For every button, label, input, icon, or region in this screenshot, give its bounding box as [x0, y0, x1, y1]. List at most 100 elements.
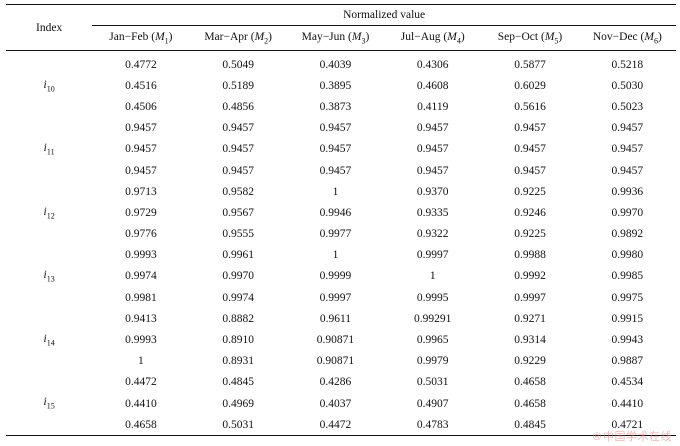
value-cell: 0.9988: [514, 249, 546, 262]
value-cell: 0.5030: [611, 79, 644, 92]
table-row: 0.4410 0.4969 0.4037 0.4907 0.4658 0.4410: [6, 393, 676, 414]
value-cell: 0.9776: [125, 228, 157, 241]
value-cell: 1: [332, 249, 339, 262]
value-cell: 0.9985: [611, 270, 644, 283]
month-column-header: Jul−Aug (M4): [384, 25, 482, 51]
value-cell: 0.9975: [611, 291, 644, 304]
table-row: 0.9729 0.9567 0.9946 0.9335 0.9246 0.9970: [6, 202, 676, 223]
value-cell: 0.9567: [222, 206, 254, 219]
index-label: i13: [43, 269, 55, 284]
value-cell: 0.9457: [125, 164, 157, 177]
value-cell: 0.4037: [319, 397, 352, 410]
value-cell: 0.9992: [514, 270, 546, 283]
watermark: ®中国学术在线: [591, 430, 672, 443]
table-row: 0.9776 0.9555 0.9977 0.9322 0.9225 0.9892: [6, 224, 676, 245]
value-cell: 0.4772: [125, 58, 157, 71]
month-column-header: Nov−Dec (M6): [578, 25, 676, 51]
value-cell: 0.9555: [222, 228, 254, 241]
value-cell: 0.5218: [611, 58, 644, 71]
index-column-header: Index: [6, 4, 93, 51]
value-cell: 0.9457: [611, 164, 644, 177]
value-cell: 0.99291: [414, 312, 452, 325]
value-cell: 0.9271: [514, 312, 546, 325]
value-cell: 0.4516: [125, 79, 157, 92]
value-cell: 1: [429, 270, 436, 283]
value-cell: 0.9970: [611, 206, 644, 219]
value-cell: 0.9314: [514, 334, 546, 347]
table-row: i11 0.9457 0.9457 0.9457 0.9457 0.9457 0.9457: [6, 118, 676, 156]
value-cell: 0.9225: [514, 185, 546, 198]
value-cell: 0.9993: [125, 334, 157, 347]
normalized-value-group-header: Normalized value: [92, 4, 676, 26]
month-column-header: May−Jun (M3): [286, 25, 385, 51]
value-cell: 0.9457: [416, 164, 449, 177]
value-cell: 0.4658: [514, 397, 546, 410]
table-row: 1 0.8931 0.90871 0.9979 0.9229 0.9887: [6, 351, 676, 372]
value-cell: 0.4472: [125, 376, 157, 389]
value-cell: 0.9999: [319, 270, 352, 283]
table-row: 0.4516 0.5189 0.3895 0.4608 0.6029 0.5030: [6, 75, 676, 96]
value-cell: 0.4410: [611, 397, 644, 410]
value-cell: 0.5877: [514, 58, 546, 71]
value-cell: 0.4286: [319, 376, 352, 389]
value-cell: 0.9457: [514, 122, 546, 135]
value-cell: 0.9246: [514, 206, 546, 219]
table-row: 0.4506 0.4856 0.3873 0.4119 0.5616 0.5023: [6, 96, 676, 117]
month-column-header: Jan−Feb (M1): [92, 25, 190, 51]
value-cell: 0.9457: [319, 122, 352, 135]
value-cell: 0.9965: [416, 334, 449, 347]
value-cell: 0.4472: [286, 414, 385, 437]
value-cell: 0.9457: [514, 143, 546, 156]
value-cell: 0.4534: [611, 376, 644, 389]
value-cell: 0.9995: [416, 291, 449, 304]
value-cell: 0.5189: [222, 79, 254, 92]
index-label: i14: [43, 332, 55, 348]
value-cell: 0.9961: [222, 249, 254, 262]
value-cell: 0.5023: [611, 100, 644, 113]
index-label: i12: [43, 205, 55, 221]
value-cell: 0.4856: [222, 100, 254, 113]
table-row: i14 0.9413 0.8882 0.9611 0.99291 0.9271 0.9915: [6, 308, 676, 347]
value-cell: 0.3873: [319, 100, 352, 113]
value-cell: 0.9974: [125, 270, 157, 283]
value-cell: 1: [332, 185, 339, 198]
table-row: 0.4658 0.5031 0.4472 0.4783 0.4845 0.4721: [6, 414, 676, 437]
value-cell: 0.9915: [611, 312, 644, 325]
value-cell: 0.9457: [319, 164, 352, 177]
value-cell: 0.4907: [416, 397, 449, 410]
value-cell: 0.4119: [417, 100, 449, 113]
value-cell: 1: [138, 355, 144, 368]
value-cell: 0.9713: [125, 185, 157, 198]
value-cell: 0.5616: [514, 100, 546, 113]
value-cell: 0.9457: [611, 122, 644, 135]
table-row: i13 0.9993 0.9961 1 0.9997 0.9988 0.9980: [6, 245, 676, 283]
value-cell: 0.8931: [222, 355, 254, 368]
value-cell: 0.9413: [125, 312, 157, 325]
value-cell: 0.9970: [222, 270, 254, 283]
month-column-header: Mar−Apr (M2): [189, 25, 287, 51]
value-cell: 0.4969: [222, 397, 254, 410]
month-column-header: Sep−Oct (M5): [481, 25, 579, 51]
value-cell: 0.9997: [319, 291, 352, 304]
value-cell: 0.9943: [611, 334, 644, 347]
value-cell: 0.9457: [125, 143, 157, 156]
value-cell: 0.9457: [416, 122, 449, 135]
value-cell: 0.9457: [319, 143, 352, 156]
table-row: 0.9981 0.9974 0.9997 0.9995 0.9997 0.9975: [6, 287, 676, 308]
table-header: Index Normalized value Jan−Feb (M1) Mar−A…: [6, 4, 676, 51]
value-cell: 0.5049: [222, 58, 254, 71]
value-cell: 0.4783: [384, 414, 482, 437]
value-cell: 0.9980: [611, 249, 644, 262]
value-cell: 0.90871: [316, 334, 355, 347]
value-cell: 0.4410: [125, 397, 157, 410]
value-cell: 0.9936: [611, 185, 644, 198]
table-row: 0.9993 0.8910 0.90871 0.9965 0.9314 0.9943: [6, 329, 676, 350]
value-cell: 0.9892: [611, 228, 644, 241]
normalized-value-table: Index Normalized value Jan−Feb (M1) Mar−A…: [6, 4, 676, 437]
value-cell: 0.4658: [514, 376, 546, 389]
value-cell: 0.9979: [416, 355, 449, 368]
value-cell: 0.9611: [319, 312, 352, 325]
value-cell: 0.9335: [416, 206, 449, 219]
index-label: i15: [6, 371, 93, 437]
value-cell: 0.5031: [189, 414, 287, 437]
